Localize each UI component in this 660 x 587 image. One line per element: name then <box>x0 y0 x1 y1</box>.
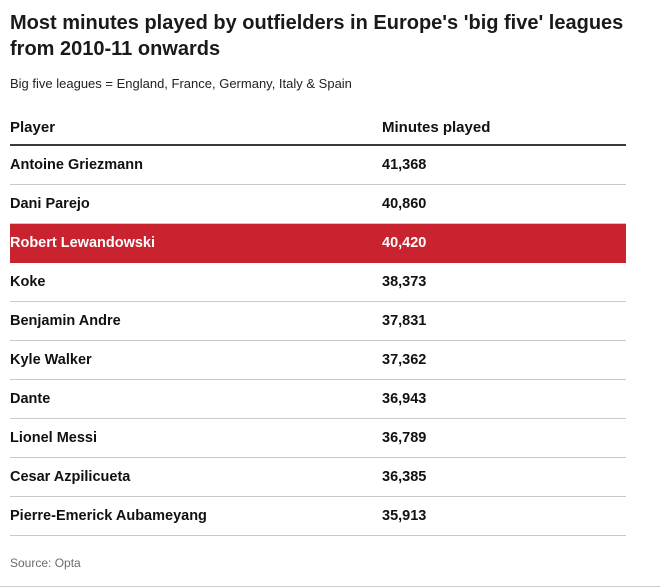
player-name: Robert Lewandowski <box>10 235 156 251</box>
page-title: Most minutes played by outfielders in Eu… <box>10 12 624 60</box>
table-row: Antoine Griezmann 41,368 <box>10 146 626 185</box>
footer: Source: Opta <box>10 554 626 572</box>
player-name: Dante <box>10 391 51 407</box>
player-name: Antoine Griezmann <box>10 157 143 173</box>
stats-table: Player Minutes played Antoine Griezmann 4… <box>10 113 626 536</box>
minutes-value: 35,913 <box>382 508 427 524</box>
minutes-value: 37,362 <box>382 352 427 368</box>
subtitle: Big five leagues = England, France, Germ… <box>10 76 352 91</box>
table-row: Dani Parejo 40,860 <box>10 185 626 224</box>
source-credit: Source: Opta <box>10 556 81 570</box>
table-row: Dante 36,943 <box>10 380 626 419</box>
table-row: Benjamin Andre 37,831 <box>10 302 626 341</box>
table-row: Koke 38,373 <box>10 263 626 302</box>
minutes-value: 38,373 <box>382 274 427 290</box>
minutes-value: 36,385 <box>382 469 427 485</box>
table-body: Antoine Griezmann 41,368 Dani Parejo 40,860… <box>10 146 626 536</box>
minutes-value: 41,368 <box>382 157 427 173</box>
player-name: Cesar Azpilicueta <box>10 469 131 485</box>
player-name: Koke <box>10 274 46 290</box>
player-name: Pierre-Emerick Aubameyang <box>10 508 207 524</box>
table-row: Robert Lewandowski 40,420 <box>10 224 626 263</box>
table-row: Pierre-Emerick Aubameyang 35,913 <box>10 497 626 536</box>
column-header-player: Player <box>10 119 56 136</box>
minutes-value: 37,831 <box>382 313 427 329</box>
table-row: Kyle Walker 37,362 <box>10 341 626 380</box>
minutes-value: 40,860 <box>382 196 427 212</box>
column-header-minutes: Minutes played <box>382 119 491 136</box>
minutes-value: 36,943 <box>382 391 427 407</box>
player-name: Kyle Walker <box>10 352 92 368</box>
player-name: Dani Parejo <box>10 196 90 212</box>
player-name: Benjamin Andre <box>10 313 121 329</box>
minutes-value: 36,789 <box>382 430 427 446</box>
minutes-value: 40,420 <box>382 235 427 251</box>
table-row: Cesar Azpilicueta 36,385 <box>10 458 626 497</box>
table-header-row: Player Minutes played <box>10 113 626 146</box>
player-name: Lionel Messi <box>10 430 98 446</box>
table-row: Lionel Messi 36,789 <box>10 419 626 458</box>
